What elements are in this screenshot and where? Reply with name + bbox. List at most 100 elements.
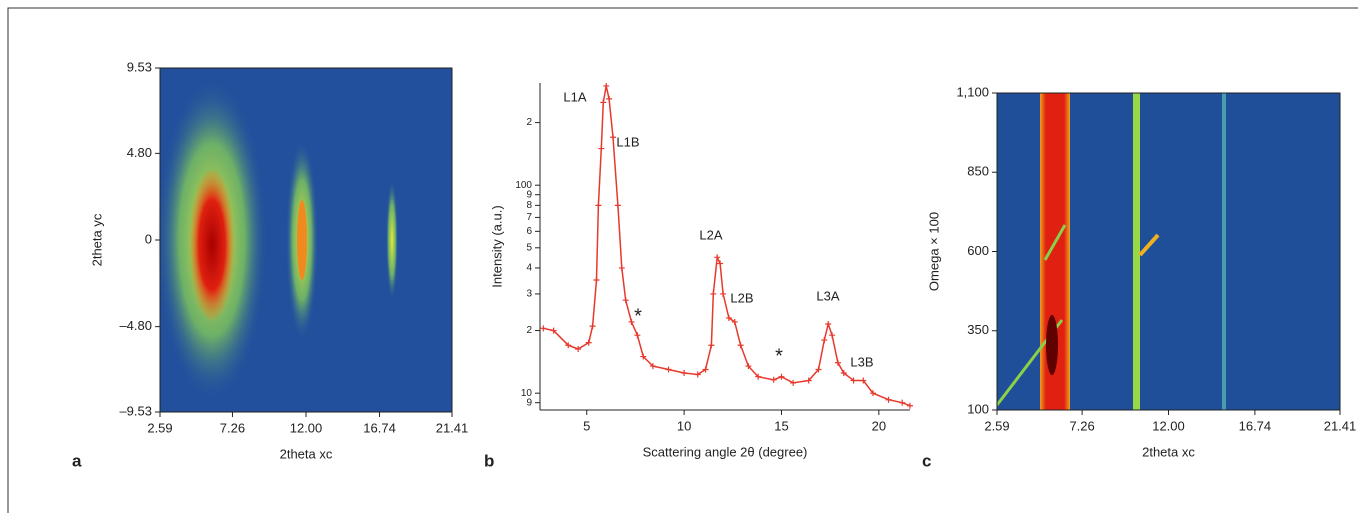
x-tick-label: 16.74 <box>363 420 396 435</box>
x-tick-label: 12.00 <box>1152 418 1185 433</box>
data-point <box>778 373 785 380</box>
data-point <box>575 346 582 353</box>
data-point <box>550 327 557 334</box>
data-point <box>710 290 717 297</box>
x-tick-label: 16.74 <box>1239 418 1272 433</box>
y-tick-label: 9 <box>526 189 532 200</box>
peak-annotation: L3B <box>850 354 873 369</box>
data-point <box>834 359 841 366</box>
panel-label: c <box>922 451 931 470</box>
data-point <box>565 342 572 349</box>
y-tick-label: –9.53 <box>119 403 152 418</box>
data-point <box>665 366 672 373</box>
y-tick-label: 4 <box>526 263 532 274</box>
data-point <box>745 363 752 370</box>
y-tick-label: 600 <box>967 243 989 258</box>
data-point <box>618 264 625 271</box>
y-tick-label: 100 <box>515 180 532 191</box>
y-tick-label: 6 <box>526 226 532 237</box>
y-tick-label: 9 <box>526 397 532 408</box>
y-axis-label: Omega × 100 <box>926 212 941 291</box>
data-point <box>614 202 621 209</box>
x-tick-label: 15 <box>774 418 788 433</box>
x-axis-label: Scattering angle 2θ (degree) <box>643 444 808 459</box>
y-tick-label: 100 <box>967 401 989 416</box>
data-point <box>708 342 715 349</box>
y-tick-label: 5 <box>526 242 532 253</box>
peak-annotation: L1B <box>616 134 639 149</box>
peak-annotation: * <box>775 345 783 367</box>
data-point <box>622 297 629 304</box>
data-point <box>737 342 744 349</box>
peak-annotation: L2B <box>730 290 753 305</box>
data-point <box>640 353 647 360</box>
x-tick-label: 20 <box>872 418 886 433</box>
data-point <box>860 377 867 384</box>
peak-annotation: L1A <box>563 89 586 104</box>
x-tick-label: 7.26 <box>1069 418 1094 433</box>
data-point <box>649 363 656 370</box>
data-point <box>603 82 610 89</box>
data-point <box>720 290 727 297</box>
data-point <box>805 377 812 384</box>
intensity-line <box>543 85 911 407</box>
data-point <box>702 366 709 373</box>
data-point <box>717 260 724 267</box>
data-point <box>540 325 547 332</box>
data-point <box>593 277 600 284</box>
data-point <box>606 95 613 102</box>
detector-image-a <box>157 68 452 412</box>
data-point <box>899 399 906 406</box>
data-point <box>725 314 732 321</box>
data-point <box>634 332 641 339</box>
y-tick-label: 10 <box>521 388 533 399</box>
x-tick-label: 21.41 <box>436 420 469 435</box>
data-point <box>840 370 847 377</box>
data-point <box>815 366 822 373</box>
peak-annotation: L3A <box>816 288 839 303</box>
peak-annotation: L2A <box>699 227 722 242</box>
y-tick-label: –4.80 <box>119 318 152 333</box>
y-tick-label: 4.80 <box>127 145 152 160</box>
y-tick-label: 850 <box>967 164 989 179</box>
data-point <box>595 202 602 209</box>
data-point <box>907 402 913 409</box>
x-axis-label: 2theta xc <box>280 446 333 461</box>
data-point <box>885 396 892 403</box>
x-tick-label: 5 <box>583 418 590 433</box>
x-tick-label: 2.59 <box>147 420 172 435</box>
frame <box>7 7 1358 513</box>
data-point <box>694 371 701 378</box>
data-point <box>850 377 857 384</box>
panel-label: b <box>484 451 494 470</box>
y-tick-label: 8 <box>526 200 532 211</box>
data-point <box>821 337 828 344</box>
panel-label: a <box>72 451 82 470</box>
data-point <box>829 332 836 339</box>
y-tick-label: 3 <box>526 289 532 300</box>
x-tick-label: 7.26 <box>220 420 245 435</box>
data-point <box>714 254 721 261</box>
data-point <box>589 323 596 330</box>
x-tick-label: 10 <box>677 418 691 433</box>
detector-image-c <box>995 93 1340 410</box>
y-tick-label: 9.53 <box>127 59 152 74</box>
y-tick-label: 2 <box>526 117 532 128</box>
data-point <box>731 318 738 325</box>
x-tick-label: 12.00 <box>290 420 323 435</box>
data-point <box>770 376 777 383</box>
data-point <box>681 370 688 377</box>
peak-annotation: * <box>634 305 642 327</box>
data-point <box>870 390 876 397</box>
data-point <box>598 145 605 152</box>
y-tick-label: 0 <box>145 231 152 246</box>
y-tick-label: 2 <box>526 325 532 336</box>
data-point <box>585 339 592 346</box>
data-point <box>825 321 832 328</box>
y-axis-label: Intensity (a.u.) <box>489 205 504 287</box>
y-tick-label: 1,100 <box>956 84 989 99</box>
x-tick-label: 2.59 <box>984 418 1009 433</box>
data-point <box>755 373 762 380</box>
